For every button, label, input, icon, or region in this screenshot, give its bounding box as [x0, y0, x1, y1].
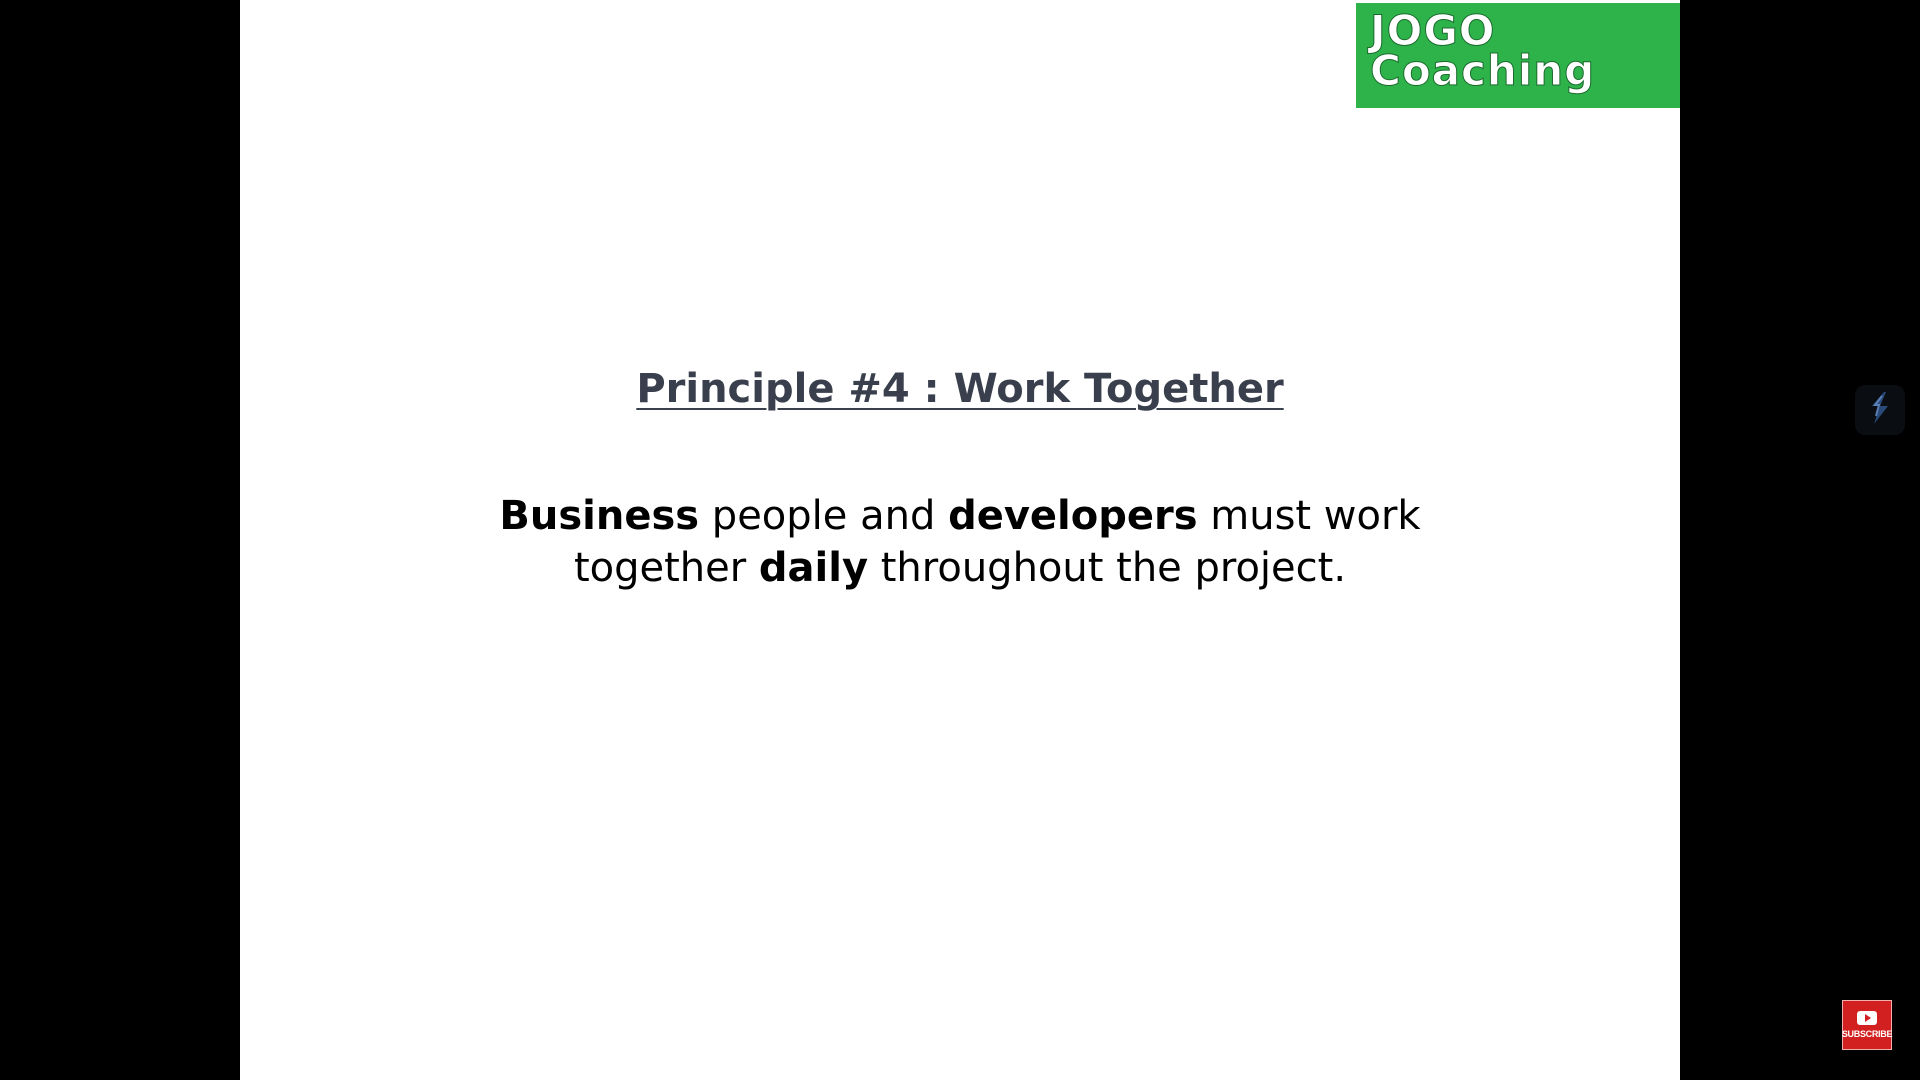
body-text-3: together: [573, 545, 759, 591]
slide-body: Business people and developers must work…: [240, 490, 1680, 594]
logo-text-line-1: JOGO: [1370, 6, 1496, 55]
body-bold-business: Business: [499, 493, 700, 539]
body-bold-daily: daily: [758, 545, 869, 591]
youtube-play-icon: [1857, 1011, 1877, 1025]
logo-text-line-2: Coaching: [1370, 46, 1596, 95]
side-widget-button[interactable]: [1855, 385, 1905, 435]
presentation-slide: JOGO Coaching Principle #4 : Work Togeth…: [240, 0, 1680, 1080]
brand-logo: JOGO Coaching: [1356, 3, 1680, 108]
body-text-1: people and: [699, 493, 949, 539]
subscribe-button[interactable]: SUBSCRIBE: [1842, 1000, 1892, 1050]
slide-title: Principle #4 : Work Together: [240, 366, 1680, 412]
subscribe-label: SUBSCRIBE: [1841, 1029, 1893, 1039]
body-text-4: throughout the project.: [868, 545, 1347, 591]
feather-icon: [1866, 390, 1894, 431]
slide-title-text: Principle #4 : Work Together: [636, 366, 1284, 412]
body-text-2: must work: [1197, 493, 1421, 539]
body-bold-developers: developers: [948, 493, 1198, 539]
